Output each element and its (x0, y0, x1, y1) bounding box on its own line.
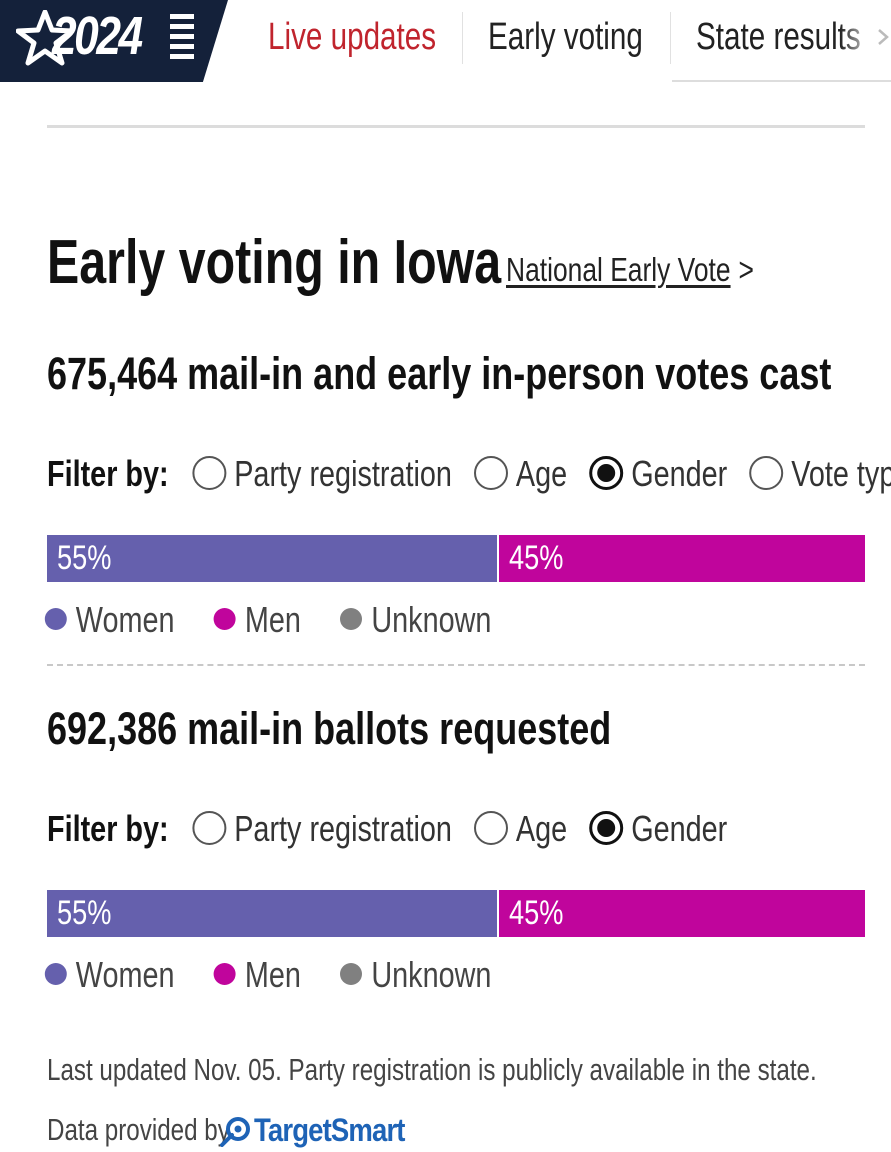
radio-button[interactable] (749, 456, 784, 491)
ballots-requested-count: 692,386 (47, 703, 178, 754)
nav-underline (672, 80, 891, 82)
legend-item-women: Women (44, 598, 175, 642)
tab-live-updates[interactable]: Live updates (268, 16, 437, 58)
legend-item-men: Men (213, 953, 301, 997)
legend-dot (340, 963, 363, 986)
bar-segment-women[interactable]: 55% (47, 890, 497, 937)
flag-stripes-icon (170, 14, 194, 59)
votes-cast-label: mail-in and early in-person votes cast (187, 348, 832, 399)
gender-bar-ballots-requested: 55% 45% (47, 890, 865, 937)
election-2024-logo[interactable]: 2024 (0, 0, 228, 82)
radio-button-selected[interactable] (589, 811, 624, 846)
radio-button[interactable] (192, 456, 227, 491)
radio-button[interactable] (474, 811, 509, 846)
nav-divider (670, 12, 671, 64)
bar-segment-label: 55% (57, 539, 112, 577)
radio-button[interactable] (192, 811, 227, 846)
filter-option-label: Age (515, 453, 568, 494)
targetsmart-icon (220, 1117, 250, 1147)
filter-option-party-registration[interactable]: Party registration (192, 804, 452, 854)
filter-label: Filter by: (47, 808, 169, 849)
filter-option-age[interactable]: Age (474, 449, 568, 499)
bar-segment-label: 45% (508, 539, 564, 577)
legend-label: Women (75, 599, 175, 640)
filter-option-label: Gender (631, 453, 728, 494)
national-early-vote-label: National Early Vote (506, 251, 731, 288)
data-provided-by-label: Data provided by (47, 1112, 230, 1147)
legend-label: Unknown (371, 599, 492, 640)
filter-option-age[interactable]: Age (474, 804, 568, 854)
legend-dot (44, 963, 67, 986)
legend-item-men: Men (213, 598, 301, 642)
gender-bar-votes-cast: 55% 45% (47, 535, 865, 582)
ballots-requested-headline: 692,386 mail-in ballots requested (47, 701, 611, 757)
filter-option-gender[interactable]: Gender (589, 804, 728, 854)
filter-option-label: Vote type (791, 453, 891, 494)
provider-name: TargetSmart (254, 1112, 405, 1148)
filter-group-ballots-requested: Filter by: Party registration Age Gender (47, 804, 745, 854)
legend-ballots-requested: Women Men Unknown (44, 953, 525, 997)
bar-segment-women[interactable]: 55% (47, 535, 497, 582)
filter-option-label: Gender (631, 808, 728, 849)
filter-option-party-registration[interactable]: Party registration (192, 449, 452, 499)
bar-segment-label: 55% (57, 894, 112, 932)
logo-year: 2024 (52, 6, 143, 66)
nav-scroll-fade (840, 0, 891, 74)
chevron-right-icon[interactable] (876, 27, 890, 47)
filter-option-label: Age (515, 808, 568, 849)
bar-segment-men[interactable]: 45% (496, 535, 865, 582)
bar-segment-men[interactable]: 45% (496, 890, 865, 937)
legend-label: Men (244, 599, 301, 640)
legend-dot (340, 608, 363, 631)
tab-early-voting[interactable]: Early voting (488, 16, 643, 58)
legend-item-women: Women (44, 953, 175, 997)
legend-dot (213, 608, 236, 631)
filter-option-gender[interactable]: Gender (589, 449, 728, 499)
last-updated-note: Last updated Nov. 05. Party registration… (47, 1052, 817, 1087)
top-navigation: 2024 Live updates Early voting State res… (0, 0, 891, 82)
radio-button[interactable] (474, 456, 509, 491)
filter-option-label: Party registration (234, 808, 452, 849)
legend-dot (44, 608, 67, 631)
star-icon (16, 10, 74, 66)
filter-label: Filter by: (47, 453, 169, 494)
nav-divider (462, 12, 463, 64)
chevron-right-icon: > (738, 251, 754, 288)
section-divider (47, 664, 865, 666)
filter-option-label: Party registration (234, 453, 452, 494)
national-early-vote-link[interactable]: National Early Vote > (506, 248, 754, 292)
bar-segment-label: 45% (508, 894, 564, 932)
votes-cast-headline: 675,464 mail-in and early in-person vote… (47, 346, 831, 402)
legend-label: Unknown (371, 954, 492, 995)
ballots-requested-label: mail-in ballots requested (187, 703, 612, 754)
tab-state-results[interactable]: State results (696, 16, 861, 58)
filter-option-vote-type[interactable]: Vote type (749, 449, 891, 499)
legend-label: Women (75, 954, 175, 995)
legend-item-unknown: Unknown (340, 598, 492, 642)
legend-dot (213, 963, 236, 986)
legend-item-unknown: Unknown (340, 953, 492, 997)
page-title: Early voting in Iowa (47, 228, 502, 297)
legend-label: Men (244, 954, 301, 995)
votes-cast-count: 675,464 (47, 348, 178, 399)
legend-votes-cast: Women Men Unknown (44, 598, 525, 642)
divider (47, 125, 865, 128)
radio-button-selected[interactable] (589, 456, 624, 491)
filter-group-votes-cast: Filter by: Party registration Age Gender… (47, 449, 891, 499)
